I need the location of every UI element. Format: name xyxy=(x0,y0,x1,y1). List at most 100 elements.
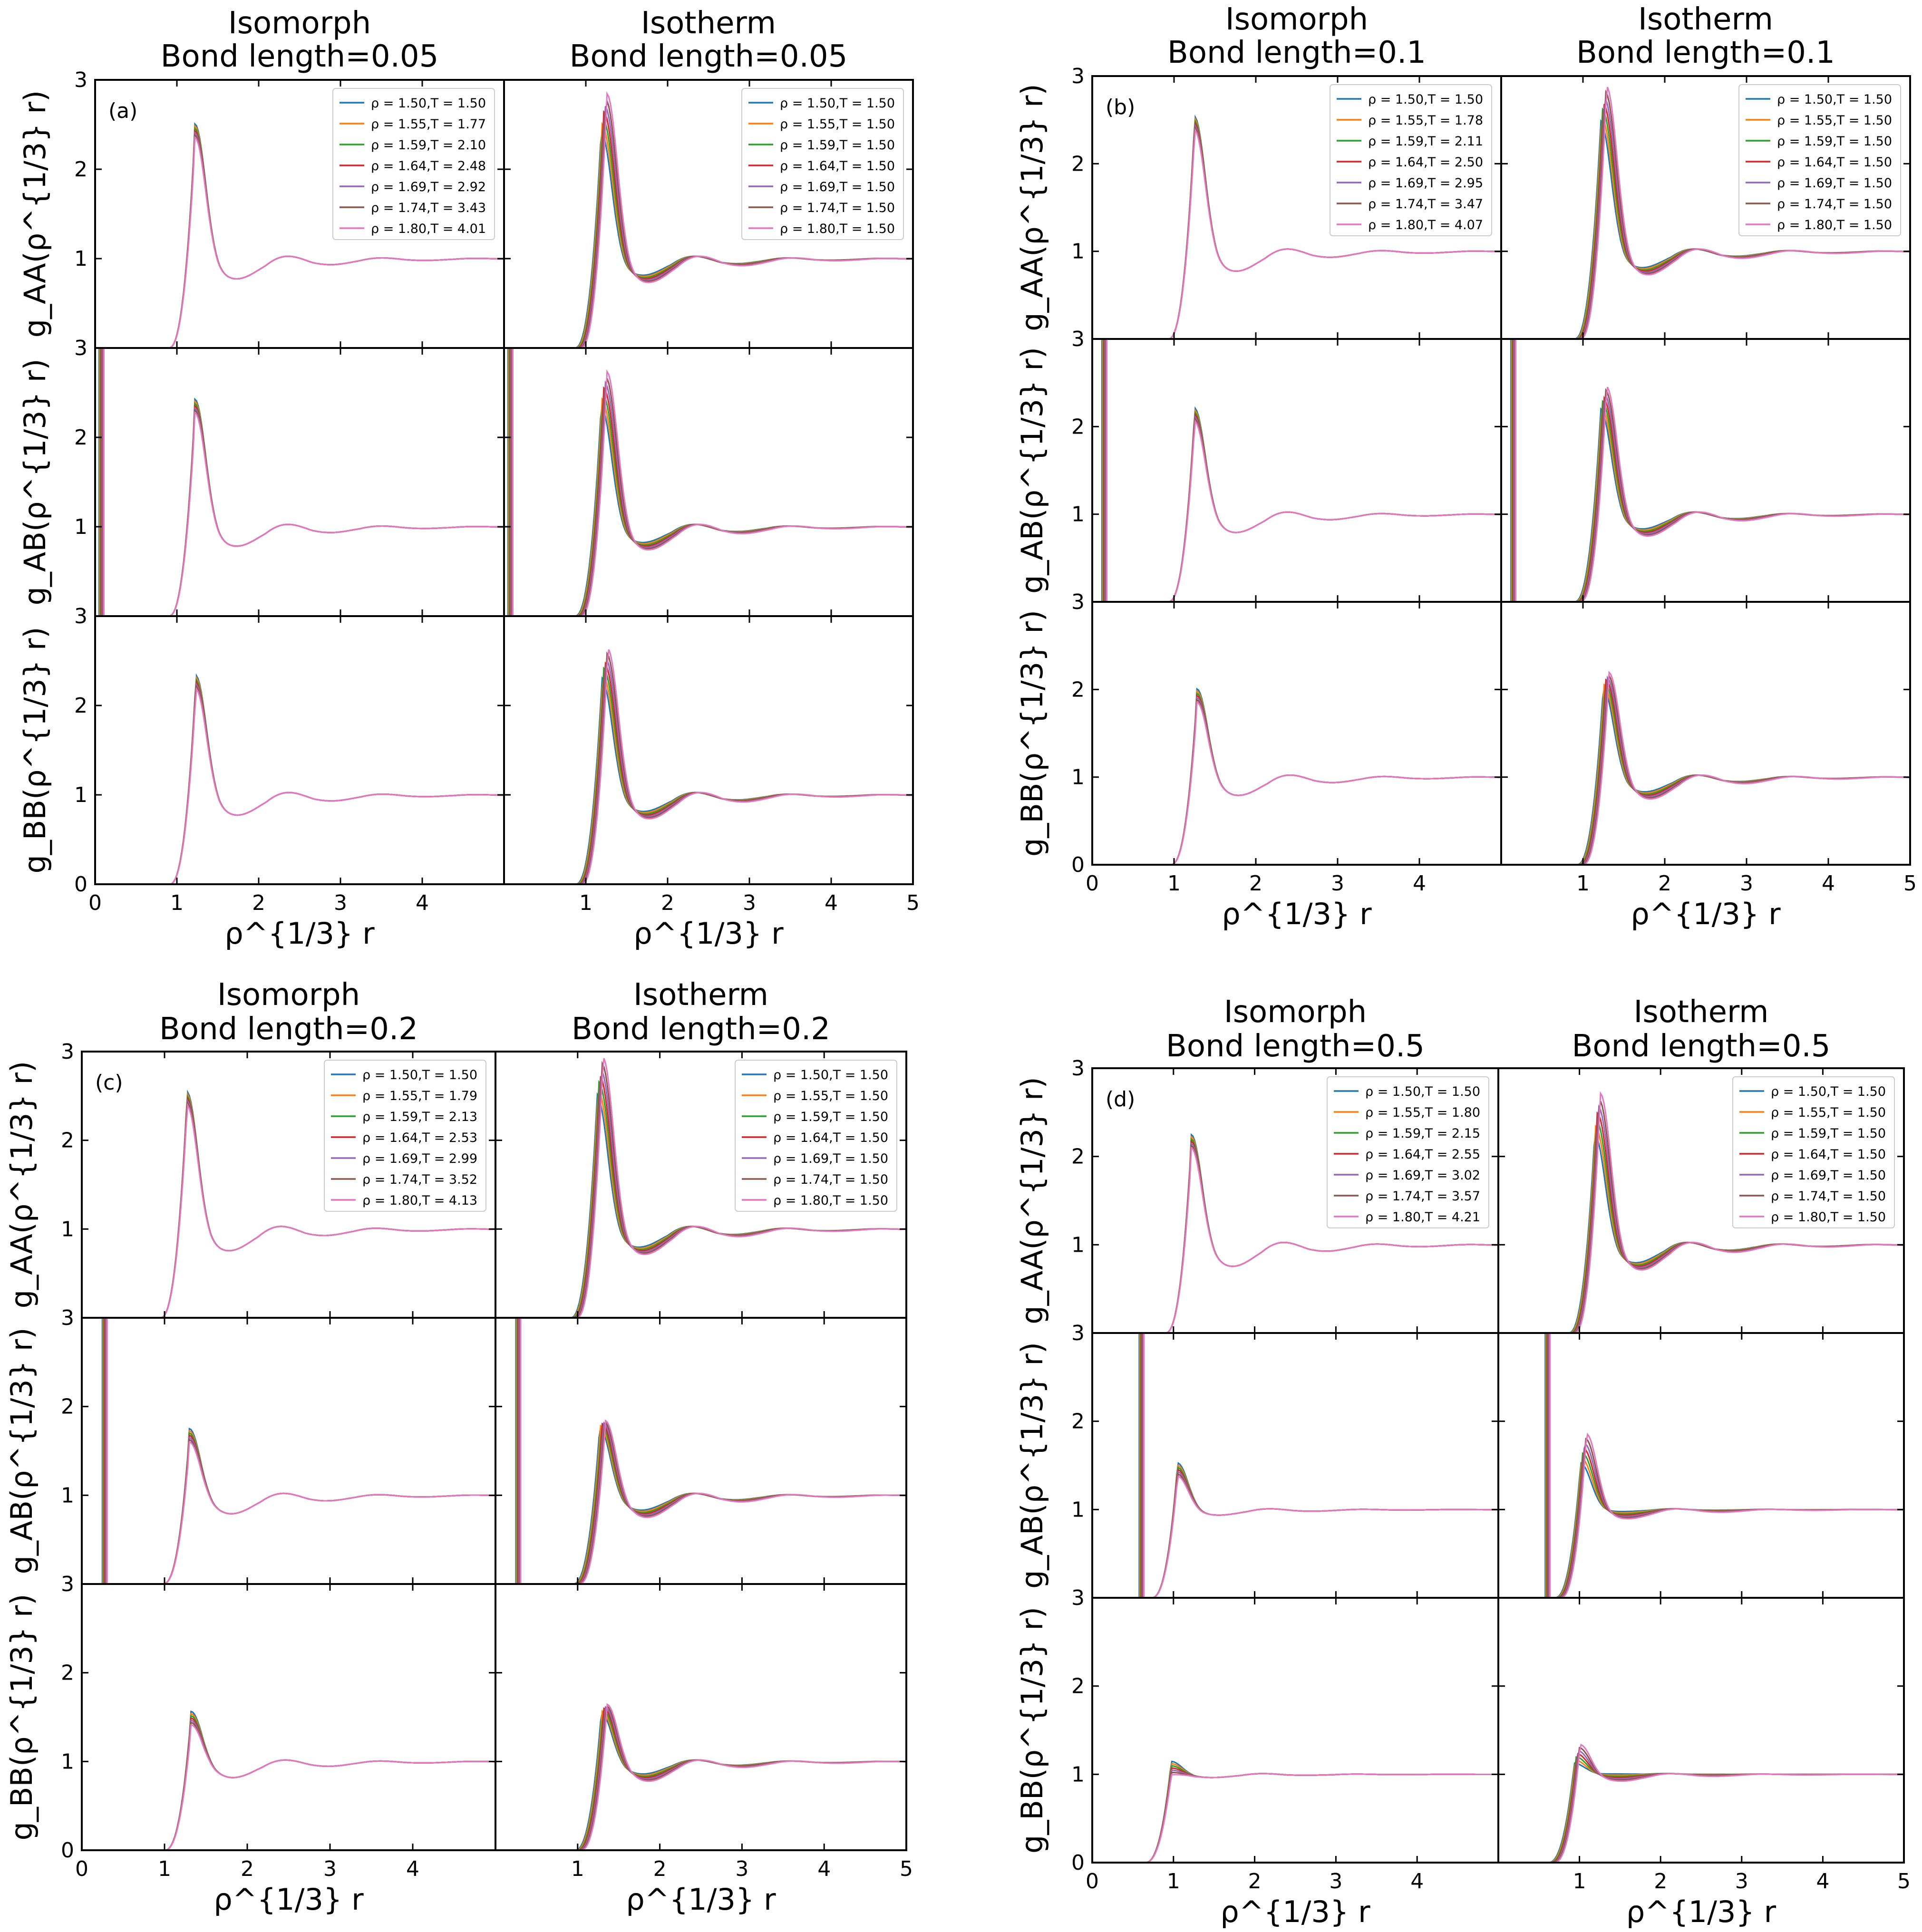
legend-entry: ρ = 1.55,T = 1.50 xyxy=(1777,113,1892,128)
legend-entry: ρ = 1.80,T = 4.01 xyxy=(371,222,486,236)
series-line-rho-1.55 xyxy=(1092,1763,1498,1864)
series-line-rho-1.64 xyxy=(495,1707,907,1851)
isotherm-title: Isotherm xyxy=(641,6,776,41)
legend-entry: ρ = 1.59,T = 1.50 xyxy=(1777,134,1892,149)
y-tick-label: 3 xyxy=(61,1572,74,1596)
legend-entry: ρ = 1.74,T = 3.43 xyxy=(371,201,486,215)
y-tick-label: 2 xyxy=(1071,415,1085,439)
series-line-rho-1.74 xyxy=(1092,1473,1498,1599)
legend-entry: ρ = 1.69,T = 2.95 xyxy=(1368,176,1483,191)
legend-entry: ρ = 1.64,T = 2.53 xyxy=(362,1130,477,1145)
legend-entry: ρ = 1.59,T = 1.50 xyxy=(1771,1126,1886,1141)
x-axis-label: ρ^{1/3} r xyxy=(1222,897,1372,931)
x-tick-label: 4 xyxy=(406,1857,419,1881)
series-line-rho-1.80 xyxy=(1498,1432,1904,1599)
legend-entry: ρ = 1.64,T = 2.50 xyxy=(1368,155,1483,170)
legend-entry: ρ = 1.74,T = 1.50 xyxy=(1771,1189,1886,1204)
series-line-rho-1.50 xyxy=(495,1426,907,1585)
panel-tag: (a) xyxy=(108,99,137,123)
x-axis-label: ρ^{1/3} r xyxy=(1220,1894,1370,1929)
y-tick-label: 3 xyxy=(1071,590,1085,614)
isotherm-bond-label: Bond length=0.5 xyxy=(1572,1029,1831,1064)
legend-entry: ρ = 1.64,T = 1.50 xyxy=(780,159,895,174)
y-tick-label: 1 xyxy=(61,1217,74,1241)
legend-box xyxy=(1732,1076,1895,1228)
legend-entry: ρ = 1.59,T = 1.50 xyxy=(780,138,895,153)
y-tick-label: 2 xyxy=(1071,1145,1085,1169)
series-line-rho-1.69 xyxy=(95,682,504,885)
y-tick-label: 2 xyxy=(61,1129,74,1153)
x-tick-label: 1 xyxy=(1576,871,1590,896)
series-line-rho-1.50 xyxy=(504,676,913,885)
x-tick-label: 0 xyxy=(88,891,102,915)
axes-frame xyxy=(94,615,505,885)
legend-entry: ρ = 1.80,T = 1.50 xyxy=(780,222,895,236)
series-line-rho-1.55 xyxy=(1501,403,1910,603)
x-axis-label: ρ^{1/3} r xyxy=(214,1882,364,1917)
x-tick-label: 3 xyxy=(1329,1869,1342,1893)
y-tick-label: 2 xyxy=(1071,1410,1085,1434)
x-tick-label: 5 xyxy=(906,891,920,915)
series-line-rho-1.50 xyxy=(1498,1462,1904,1599)
subplot-iso-aa: ρ = 1.50,T = 1.50 ρ = 1.55,T = 1.77 ρ = 1.… xyxy=(94,79,505,349)
series-line-rho-1.50 xyxy=(1498,1762,1904,1864)
series-line-rho-1.69 xyxy=(1092,1769,1498,1864)
subplot-iso-aa: ρ = 1.50,T = 1.50 ρ = 1.55,T = 1.80 ρ = 1.… xyxy=(1091,1067,1499,1334)
y-tick-label: 3 xyxy=(1071,64,1085,88)
legend-entry: ρ = 1.69,T = 1.50 xyxy=(1771,1168,1886,1183)
x-tick-label: 2 xyxy=(1654,1869,1667,1893)
series-line-rho-1.74 xyxy=(95,408,504,617)
legend-entry: ρ = 1.59,T = 2.13 xyxy=(362,1110,477,1124)
legend-entry: ρ = 1.74,T = 3.47 xyxy=(1368,197,1483,212)
y-axis-label-ab: g_AB(ρ^{1/3} r) xyxy=(1015,1342,1049,1589)
isotherm-title: Isotherm xyxy=(1634,995,1769,1030)
series-line-rho-1.64 xyxy=(1498,1753,1904,1864)
y-tick-label: 1 xyxy=(1071,1497,1085,1522)
x-tick-label: 3 xyxy=(323,1857,337,1881)
series-line-rho-1.69 xyxy=(504,657,913,885)
y-tick-label: 2 xyxy=(1071,1674,1085,1699)
legend-entry: ρ = 1.80,T = 4.21 xyxy=(1365,1210,1480,1225)
y-tick-label: 2 xyxy=(61,1661,74,1685)
series-line-rho-1.55 xyxy=(495,1424,907,1585)
series-line-rho-1.80 xyxy=(82,1441,496,1585)
legend-entry: ρ = 1.64,T = 1.50 xyxy=(773,1130,888,1145)
series-line-rho-1.69 xyxy=(95,406,504,617)
axes-frame xyxy=(495,1317,907,1585)
series-line-rho-1.59 xyxy=(1501,399,1911,603)
y-axis-label-ab: g_AB(ρ^{1/3} r) xyxy=(1015,347,1049,594)
series-line-rho-1.74 xyxy=(82,1721,496,1851)
x-tick-label: 1 xyxy=(170,891,184,915)
series-line-rho-1.74 xyxy=(1501,387,1911,603)
legend-entry: ρ = 1.74,T = 1.50 xyxy=(1777,197,1892,212)
axes-frame xyxy=(1497,1332,1905,1599)
series-line-rho-1.55 xyxy=(495,1710,906,1851)
subplot-iso-ab xyxy=(1091,1332,1499,1599)
x-tick-label: 1 xyxy=(571,1857,584,1881)
legend-entry: ρ = 1.74,T = 3.52 xyxy=(362,1172,477,1187)
series-line-rho-1.74 xyxy=(1498,1747,1904,1864)
subplot-ist-bb: 1 2 3 4 5 ρ^{1/3} r xyxy=(1500,601,1917,931)
series-line-rho-1.80 xyxy=(1092,1475,1498,1599)
legend-entry: ρ = 1.74,T = 1.50 xyxy=(780,201,895,215)
isomorph-title: Isomorph xyxy=(1224,995,1367,1030)
y-tick-label: 3 xyxy=(61,1040,74,1064)
subplot-ist-ab xyxy=(1497,1332,1905,1599)
axes-frame xyxy=(1091,1332,1499,1599)
series-line-rho-1.64 xyxy=(82,1717,496,1851)
series-line-rho-1.74 xyxy=(504,651,913,885)
series-line-rho-1.80 xyxy=(1092,1773,1498,1864)
legend-entry: ρ = 1.59,T = 2.15 xyxy=(1365,1126,1480,1141)
series-line-rho-1.69 xyxy=(495,1706,907,1851)
y-tick-label: 1 xyxy=(1071,240,1085,264)
series-line-rho-1.55 xyxy=(504,397,913,617)
series-line-rho-1.50 xyxy=(95,673,504,885)
subplot-iso-ab xyxy=(81,1317,496,1585)
series-line-rho-1.59 xyxy=(495,1708,907,1851)
isotherm-title: Isotherm xyxy=(633,977,768,1013)
subplot-ist-aa: ρ = 1.50,T = 1.50 ρ = 1.55,T = 1.50 ρ = 1.… xyxy=(1500,75,1911,340)
subplot-iso-aa: ρ = 1.50,T = 1.50 ρ = 1.55,T = 1.79 ρ = 1.… xyxy=(81,1051,496,1319)
series-line-rho-1.50 xyxy=(82,1427,496,1585)
x-tick-label: 4 xyxy=(416,891,429,915)
